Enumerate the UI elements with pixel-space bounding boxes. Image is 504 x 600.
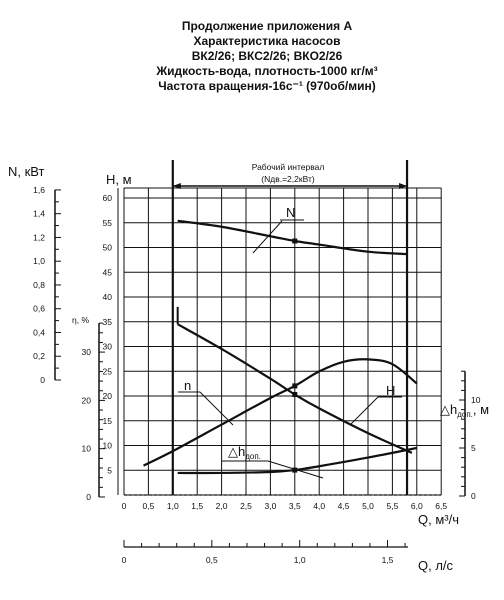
- h-tick-label: 20: [103, 391, 113, 401]
- dh-axis-unit: , м: [473, 402, 489, 417]
- curves-group: [143, 219, 418, 475]
- header-line-3: ВК2/26; ВКС2/26; ВКО2/26: [192, 49, 343, 63]
- h-tick-label: 55: [103, 218, 113, 228]
- curve-n-leader: [199, 391, 234, 426]
- x-tick-label: 5,0: [362, 501, 374, 511]
- x-tick-label: 4,5: [338, 501, 350, 511]
- interval-arrow-right: [399, 183, 408, 189]
- x-tick-label: 4,0: [313, 501, 325, 511]
- n-tick-label: 0,4: [33, 327, 45, 337]
- n-tick-label: 1,2: [33, 232, 45, 242]
- dh-axis-title: △hдоп., м: [440, 402, 489, 419]
- q-ls-axis-title: Q, л/с: [418, 558, 454, 573]
- curve-dh-leader: [267, 460, 324, 479]
- interval-sub: (Nдв.=2,2кВт): [261, 174, 315, 184]
- design-point-marker: [292, 238, 298, 244]
- curve-label-n: n: [184, 378, 191, 393]
- axes-group: 0 0,5 1,0 1,5 2,0 2,5 3,0 3,5 4,0 4,5 5,0 5,5 6,0 6,5…: [33, 185, 481, 565]
- x-tick-label: 2,5: [240, 501, 252, 511]
- h-tick-label: 30: [103, 342, 113, 352]
- header-block: Продолжение приложения А Характеристика …: [155, 19, 377, 93]
- dh-tick-label: 10: [471, 395, 481, 405]
- n-tick-label: 0,2: [33, 351, 45, 361]
- x2-tick-label: 1,0: [294, 555, 306, 565]
- n-tick-label: 0: [40, 375, 45, 385]
- plot-grid: [123, 187, 442, 496]
- x-tick-label: 1,5: [191, 501, 203, 511]
- header-line-2: Характеристика насосов: [193, 34, 340, 48]
- curve-n: [143, 358, 418, 467]
- eta-tick-label: 20: [82, 395, 92, 405]
- x2-tick-label: 0: [122, 555, 127, 565]
- curve-label-dh: △hдоп.: [228, 444, 261, 461]
- dh-tick-label: 5: [471, 443, 476, 453]
- eta-tick-label: 10: [82, 444, 92, 454]
- x-tick-label: 6,0: [411, 501, 423, 511]
- x-tick-label: 3,5: [289, 501, 301, 511]
- x-tick-label: 0,5: [142, 501, 154, 511]
- h-tick-label: 35: [103, 317, 113, 327]
- curve-H-leader: [349, 396, 379, 426]
- h-tick-label: 50: [103, 243, 113, 253]
- n-tick-label: 1,0: [33, 256, 45, 266]
- h-axis-title: Н, м: [106, 172, 132, 187]
- x2-tick-label: 1,5: [382, 555, 394, 565]
- x-tick-label: 6,5: [435, 501, 447, 511]
- h-tick-label: 25: [103, 366, 113, 376]
- eta-tick-label: 30: [82, 347, 92, 357]
- h-tick-label: 40: [103, 292, 113, 302]
- header-line-4: Жидкость-вода, плотность-1000 кг/м³: [155, 64, 377, 78]
- dh-axis-symbol: △h: [440, 402, 457, 417]
- x-tick-label: 0: [122, 501, 127, 511]
- eta-tick-label: 0: [86, 492, 91, 502]
- working-interval: Рабочий интервал (Nдв.=2,2кВт): [171, 160, 409, 495]
- x-tick-label: 1,0: [167, 501, 179, 511]
- design-point-marker: [292, 392, 298, 398]
- x-tick-label: 3,0: [264, 501, 276, 511]
- interval-arrow-left: [172, 183, 181, 189]
- n-axis-title: N, кВт: [8, 164, 45, 179]
- header-line-5: Частота вращения-16с⁻¹ (970об/мин): [158, 79, 376, 93]
- h-tick-label: 5: [107, 465, 112, 475]
- n-tick-label: 0,6: [33, 304, 45, 314]
- n-tick-label: 1,6: [33, 185, 45, 195]
- curve-dh-symbol: △h: [228, 444, 245, 459]
- x2-tick-label: 0,5: [206, 555, 218, 565]
- dh-axis-sub: доп.: [457, 410, 473, 419]
- design-point-marker: [292, 383, 298, 389]
- header-line-1: Продолжение приложения А: [182, 19, 353, 33]
- n-tick-label: 1,4: [33, 209, 45, 219]
- n-tick-label: 0,8: [33, 280, 45, 290]
- curve-label-H: H: [386, 383, 395, 398]
- h-tick-label: 45: [103, 267, 113, 277]
- q-m3h-axis-title: Q, м³/ч: [418, 512, 459, 527]
- curve-labels: N n H △hдоп.: [178, 205, 402, 479]
- h-tick-label: 10: [103, 441, 113, 451]
- curve-label-N: N: [286, 205, 295, 220]
- curve-N-leader: [252, 220, 283, 254]
- curve-dh-sub: доп.: [245, 452, 261, 461]
- curve-N: [177, 219, 408, 256]
- interval-title: Рабочий интервал: [252, 162, 325, 172]
- design-point-marker: [292, 467, 298, 473]
- h-tick-label: 60: [103, 193, 113, 203]
- x-tick-label: 2,0: [216, 501, 228, 511]
- dh-tick-label: 0: [471, 491, 476, 501]
- h-tick-label: 15: [103, 416, 113, 426]
- x-tick-label: 5,5: [386, 501, 398, 511]
- eta-axis-title: η, %: [72, 315, 89, 325]
